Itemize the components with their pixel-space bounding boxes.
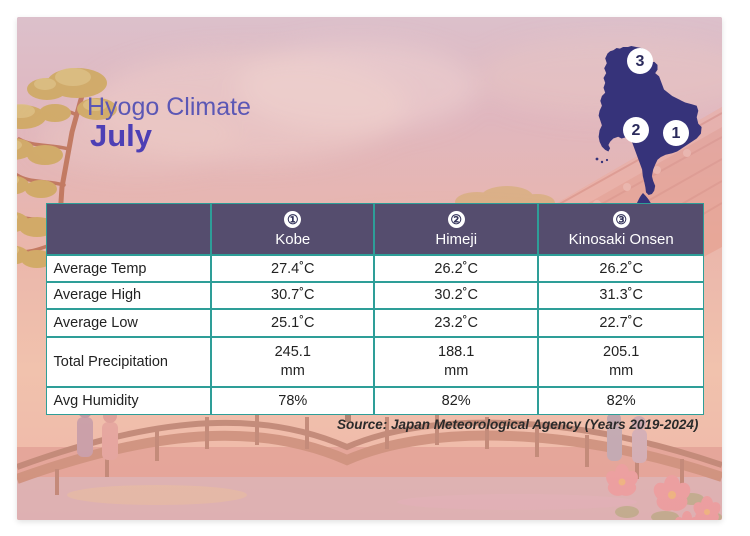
svg-text:2: 2	[632, 122, 641, 139]
svg-text:3: 3	[636, 53, 645, 70]
svg-text:1: 1	[672, 125, 681, 142]
